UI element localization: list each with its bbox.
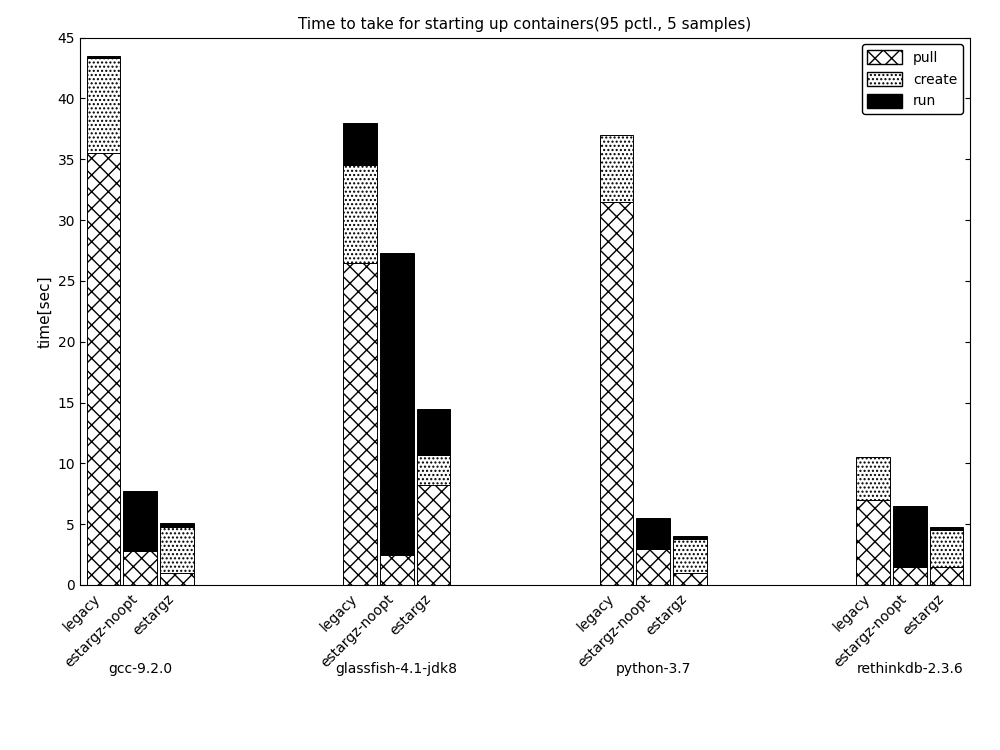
- Bar: [123, 491, 157, 551]
- Bar: [636, 518, 670, 548]
- Bar: [87, 153, 120, 585]
- Bar: [343, 262, 377, 585]
- Legend: pull, create, run: pull, create, run: [862, 44, 963, 114]
- Bar: [930, 526, 963, 530]
- Bar: [417, 454, 450, 485]
- Bar: [380, 554, 414, 585]
- Bar: [673, 573, 707, 585]
- Text: gcc-9.2.0: gcc-9.2.0: [108, 662, 172, 676]
- Bar: [380, 253, 414, 554]
- Bar: [343, 123, 377, 165]
- Bar: [856, 500, 890, 585]
- Bar: [417, 485, 450, 585]
- Y-axis label: time[sec]: time[sec]: [37, 275, 52, 347]
- Bar: [930, 567, 963, 585]
- Bar: [123, 551, 157, 585]
- Text: rethinkdb-2.3.6: rethinkdb-2.3.6: [856, 662, 963, 676]
- Text: glassfish-4.1-jdk8: glassfish-4.1-jdk8: [336, 662, 458, 676]
- Bar: [930, 530, 963, 567]
- Bar: [87, 58, 120, 153]
- Bar: [87, 56, 120, 58]
- Bar: [673, 536, 707, 538]
- Bar: [343, 165, 377, 262]
- Bar: [636, 548, 670, 585]
- Bar: [673, 538, 707, 573]
- Bar: [600, 202, 633, 585]
- Bar: [600, 135, 633, 202]
- Bar: [160, 573, 194, 585]
- Title: Time to take for starting up containers(95 pctl., 5 samples): Time to take for starting up containers(…: [298, 17, 752, 32]
- Text: python-3.7: python-3.7: [616, 662, 691, 676]
- Bar: [160, 523, 194, 526]
- Bar: [893, 567, 927, 585]
- Bar: [160, 526, 194, 573]
- Bar: [856, 458, 890, 500]
- Bar: [417, 409, 450, 454]
- Bar: [893, 506, 927, 567]
